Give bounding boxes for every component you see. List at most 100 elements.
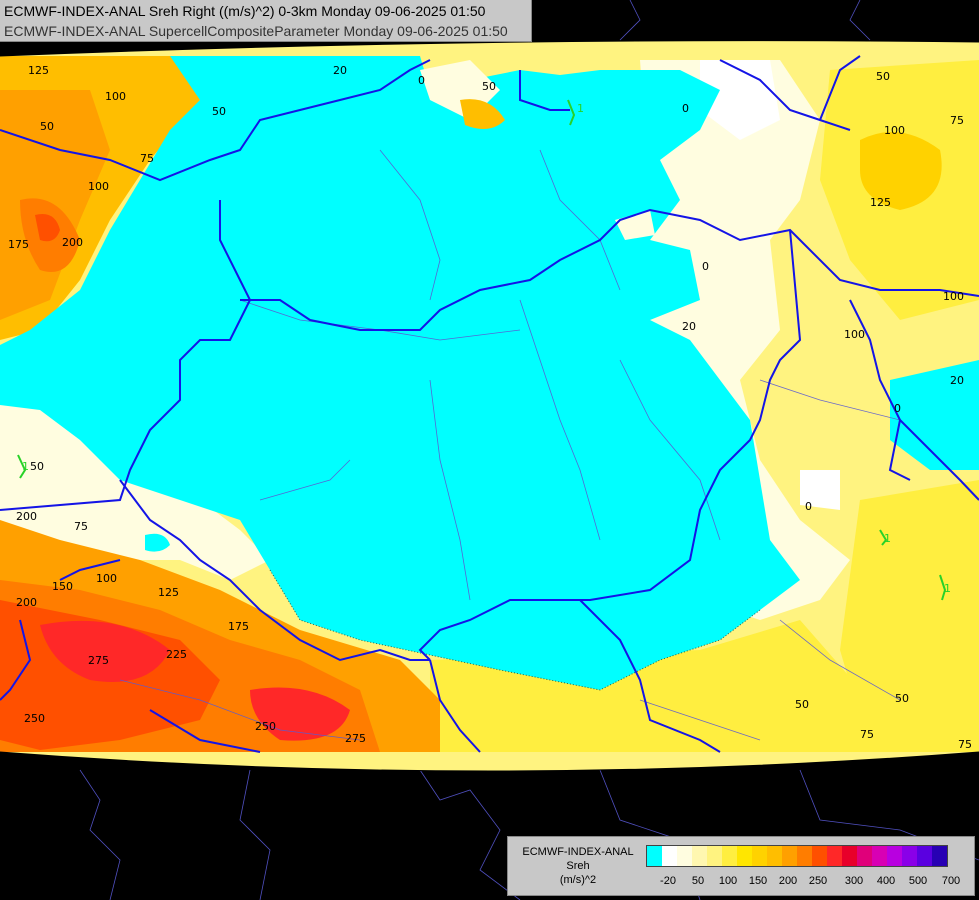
legend-swatch (737, 846, 752, 866)
contour-label: 125 (870, 196, 891, 209)
legend-swatch (782, 846, 797, 866)
title-line-sreh: ECMWF-INDEX-ANAL Sreh Right ((m/s)^2) 0-… (4, 3, 486, 19)
legend-swatch (692, 846, 707, 866)
red-core-2 (250, 687, 350, 741)
contour-label: 200 (62, 236, 83, 249)
legend-tick: -20 (660, 875, 676, 887)
legend-swatch (662, 846, 677, 866)
contour-label: 50 (212, 105, 226, 118)
legend-tick: 300 (844, 875, 864, 887)
contour-label: 100 (96, 572, 117, 585)
legend-tick: 250 (808, 875, 828, 887)
contour-label-group: 125 100 50 75 100 175 200 20 0 50 50 0 5… (8, 64, 972, 751)
legend-swatch (797, 846, 812, 866)
legend-tick: 500 (908, 875, 928, 887)
contour-label: 75 (950, 114, 964, 127)
contour-label: 150 (52, 580, 73, 593)
contour-label: 75 (74, 520, 88, 533)
cyan-north-orange (460, 99, 505, 129)
contour-label: 20 (682, 320, 696, 333)
contour-label: 100 (943, 290, 964, 303)
cyan-area (0, 56, 800, 690)
contour-label: 250 (255, 720, 276, 733)
cyan-small-west (145, 533, 170, 552)
contour-label: 50 (30, 460, 44, 473)
contour-label: 200 (16, 596, 37, 609)
contour-label: 50 (895, 692, 909, 705)
contour-label: 100 (884, 124, 905, 137)
contour-label: 175 (228, 620, 249, 633)
pale-area-west (0, 400, 270, 580)
contour-label: 50 (40, 120, 54, 133)
country-borders (0, 55, 979, 753)
legend-swatch (827, 846, 842, 866)
yellow-south (430, 620, 870, 752)
legend-swatch (902, 846, 917, 866)
scp-marks (17, 99, 947, 601)
legend-unit: (m/s)^2 (559, 874, 597, 886)
legend-swatch (722, 846, 737, 866)
yellow-east-core (860, 132, 942, 210)
contour-label: 50 (795, 698, 809, 711)
contour-label: 20 (333, 64, 347, 77)
yellow-southeast (840, 480, 979, 752)
contour-label: 50 (876, 70, 890, 83)
scp-mark: 1 (577, 102, 584, 115)
contour-label: 75 (860, 728, 874, 741)
map-title-box: ECMWF-INDEX-ANAL Sreh Right ((m/s)^2) 0-… (0, 0, 532, 42)
legend-swatch (842, 846, 857, 866)
contour-label: 0 (418, 74, 425, 87)
white-patch-2 (800, 470, 840, 510)
legend-swatch (872, 846, 887, 866)
contour-label: 0 (702, 260, 709, 273)
legend-swatch (887, 846, 902, 866)
legend-parameter: Sreh (566, 860, 590, 872)
scp-mark: 1 (884, 532, 891, 545)
legend-model: ECMWF-INDEX-ANAL (522, 846, 634, 858)
cyan-area-east (890, 360, 979, 470)
red-core-1 (40, 620, 170, 682)
contour-label: 275 (345, 732, 366, 745)
contour-label: 0 (894, 402, 901, 415)
legend-swatch (857, 846, 872, 866)
cyan-edge-dots (269, 569, 761, 691)
contour-label: 0 (682, 102, 689, 115)
legend-swatch (752, 846, 767, 866)
contour-label: 225 (166, 648, 187, 661)
contour-label: 250 (24, 712, 45, 725)
legend-swatch (767, 846, 782, 866)
contour-label: 50 (482, 80, 496, 93)
legend-swatch (812, 846, 827, 866)
contour-label: 125 (158, 586, 179, 599)
contour-label: 100 (844, 328, 865, 341)
legend-swatch (647, 846, 662, 866)
legend-tick: 200 (778, 875, 798, 887)
contour-label: 75 (958, 738, 972, 751)
contour-label: 0 (805, 500, 812, 513)
legend-swatch (932, 846, 947, 866)
legend-tick: 50 (691, 875, 705, 887)
scp-mark-labels: 1 1 1 1 (22, 102, 951, 595)
legend-color-scale (646, 845, 948, 867)
legend-caption: ECMWF-INDEX-ANAL Sreh (m/s)^2 (512, 845, 644, 887)
legend-tick: 150 (748, 875, 768, 887)
legend-swatch (707, 846, 722, 866)
scp-mark: 1 (22, 460, 29, 473)
legend-tick-labels: -20 50 100 150 200 250 300 400 500 700 (646, 875, 976, 889)
contour-label: 100 (88, 180, 109, 193)
redcore-northwest (35, 214, 60, 242)
title-line-scp: ECMWF-INDEX-ANAL SupercellCompositeParam… (4, 23, 508, 39)
scp-mark: 1 (944, 582, 951, 595)
contour-label: 200 (16, 510, 37, 523)
legend-swatch (677, 846, 692, 866)
color-legend: ECMWF-INDEX-ANAL Sreh (m/s)^2 -20 50 100 15… (507, 836, 975, 896)
contour-label: 175 (8, 238, 29, 251)
contour-label: 20 (950, 374, 964, 387)
legend-tick: 400 (876, 875, 896, 887)
contour-label: 125 (28, 64, 49, 77)
legend-tick: 700 (941, 875, 961, 887)
contour-label: 275 (88, 654, 109, 667)
contour-label: 75 (140, 152, 154, 165)
contour-label: 100 (105, 90, 126, 103)
